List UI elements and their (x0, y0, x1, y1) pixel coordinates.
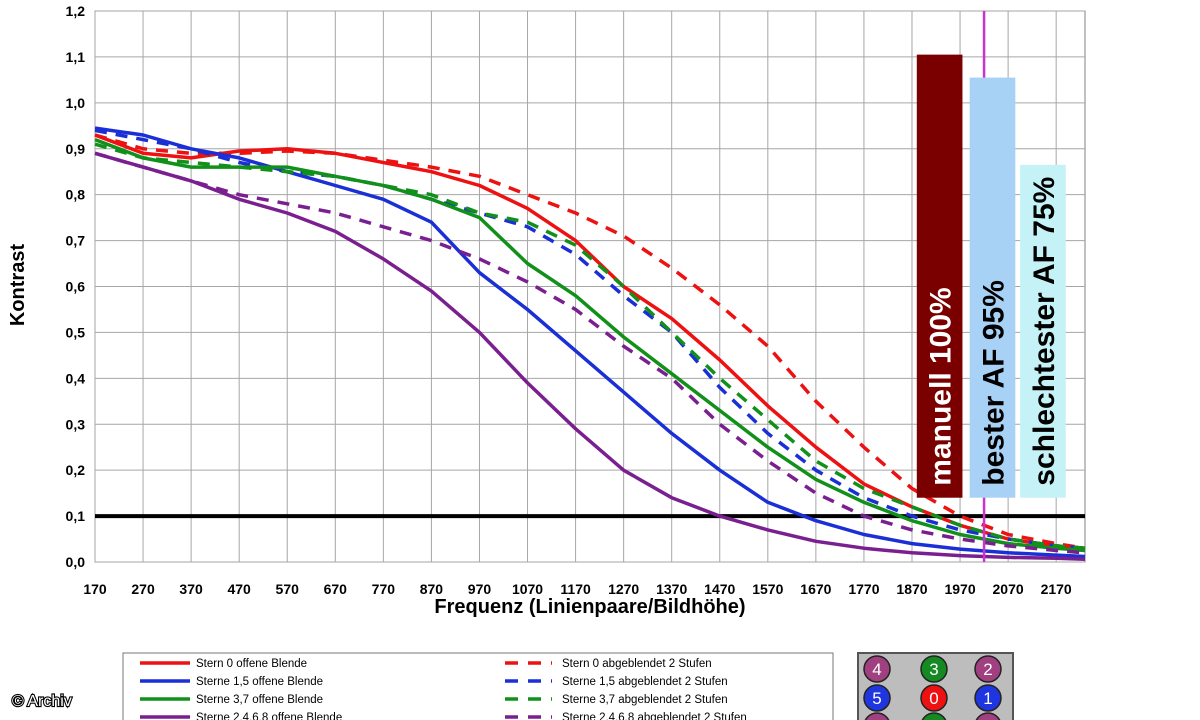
star-marker-label: 1 (983, 689, 992, 708)
bar (916, 54, 963, 498)
star-marker-partial (975, 712, 1001, 720)
star-marker-label: 0 (929, 689, 938, 708)
x-tick-label: 1170 (560, 581, 591, 597)
star-marker (863, 655, 891, 683)
y-axis-ticks: 0,0 0,1 0,2 0,3 0,4 0,5 0,6 0,7 0,8 0,9 1,0 1,1 1,2 (66, 3, 86, 570)
legend-label: Sterne 2,4,6,8 abgeblendet 2 Stufen (562, 712, 747, 720)
y-tick-label: 1,1 (66, 49, 86, 65)
series-line (94, 151, 1086, 555)
star-marker (920, 684, 948, 712)
star-marker (863, 684, 891, 712)
y-tick-label: 0,7 (66, 233, 86, 249)
star-marker-label: 4 (872, 660, 881, 679)
star-marker-partial (864, 712, 890, 720)
star-marker (974, 684, 1002, 712)
x-tick-label: 1470 (704, 581, 735, 597)
x-axis-ticks: 170 270 370 470 570 670 770 870 970 1070 1170 1270 1… (83, 581, 1072, 597)
x-tick-label: 1770 (848, 581, 879, 597)
x-tick-label: 1870 (896, 581, 927, 597)
legend-label: Sterne 2,4,6,8 offene Blende (196, 712, 342, 720)
series-line (94, 137, 1086, 553)
x-tick-label: 1970 (944, 581, 975, 597)
x-tick-label: 2170 (1041, 581, 1072, 597)
x-tick-label: 970 (468, 581, 492, 597)
legend-label: Sterne 3,7 offene Blende (196, 694, 323, 706)
y-tick-label: 1,0 (66, 95, 86, 111)
x-tick-label: 770 (372, 581, 396, 597)
credit-text: © Archiv (12, 693, 72, 710)
x-tick-label: 870 (420, 581, 444, 597)
bar-label: bester AF 95% (977, 280, 1010, 486)
star-marker-partial (921, 712, 947, 720)
y-tick-label: 0,1 (66, 508, 86, 524)
star-marker-label: 3 (929, 660, 938, 679)
series-line (94, 126, 1086, 559)
x-tick-label: 670 (324, 581, 348, 597)
x-tick-label: 1070 (512, 581, 543, 597)
y-tick-label: 0,2 (66, 462, 86, 478)
x-tick-label: 1670 (800, 581, 831, 597)
bar (1020, 164, 1066, 498)
legend: Stern 0 offene Blende Sterne 1,5 offene B… (122, 652, 834, 720)
legend-box (122, 652, 834, 720)
x-tick-label: 1370 (656, 581, 687, 597)
bar-label: manuell 100% (925, 287, 958, 485)
star-marker-label: 5 (872, 689, 881, 708)
legend-label: Sterne 1,5 offene Blende (196, 676, 323, 688)
bar-label: schlechtester AF 75% (1028, 177, 1061, 486)
y-tick-label: 0,0 (66, 554, 86, 570)
star-marker-label: 2 (983, 660, 992, 679)
y-tick-label: 0,4 (66, 370, 86, 386)
series-line (94, 133, 1086, 550)
x-tick-label: 2070 (993, 581, 1024, 597)
legend-label: Sterne 3,7 abgeblendet 2 Stufen (562, 694, 728, 706)
series-line (94, 151, 1086, 561)
star-marker-panel: 4 3 2 5 0 1 (857, 652, 1014, 720)
x-tick-label: 170 (83, 581, 107, 597)
bars: manuell 100% bester AF 95% schlechtester A… (916, 11, 1066, 562)
y-tick-label: 0,6 (66, 279, 86, 295)
series-lines (94, 126, 1086, 561)
x-tick-label: 370 (179, 581, 203, 597)
x-tick-label: 1270 (608, 581, 639, 597)
y-tick-label: 0,8 (66, 187, 86, 203)
y-tick-label: 0,3 (66, 416, 86, 432)
x-tick-label: 1570 (752, 581, 783, 597)
star-marker (920, 655, 948, 683)
legend-label: Stern 0 abgeblendet 2 Stufen (562, 658, 712, 670)
y-tick-label: 0,5 (66, 324, 86, 340)
star-marker (974, 655, 1002, 683)
x-tick-label: 470 (227, 581, 251, 597)
x-tick-label: 570 (276, 581, 300, 597)
x-tick-label: 270 (131, 581, 155, 597)
y-axis-title: Kontrast (7, 244, 29, 327)
y-tick-label: 1,2 (66, 3, 86, 19)
x-axis-title: Frequenz (Linienpaare/Bildhöhe) (434, 596, 745, 618)
series-line (94, 142, 1086, 550)
legend-label: Sterne 1,5 abgeblendet 2 Stufen (562, 676, 728, 688)
legend-label: Stern 0 offene Blende (196, 658, 307, 670)
y-tick-label: 0,9 (66, 141, 86, 157)
bar (969, 77, 1016, 498)
